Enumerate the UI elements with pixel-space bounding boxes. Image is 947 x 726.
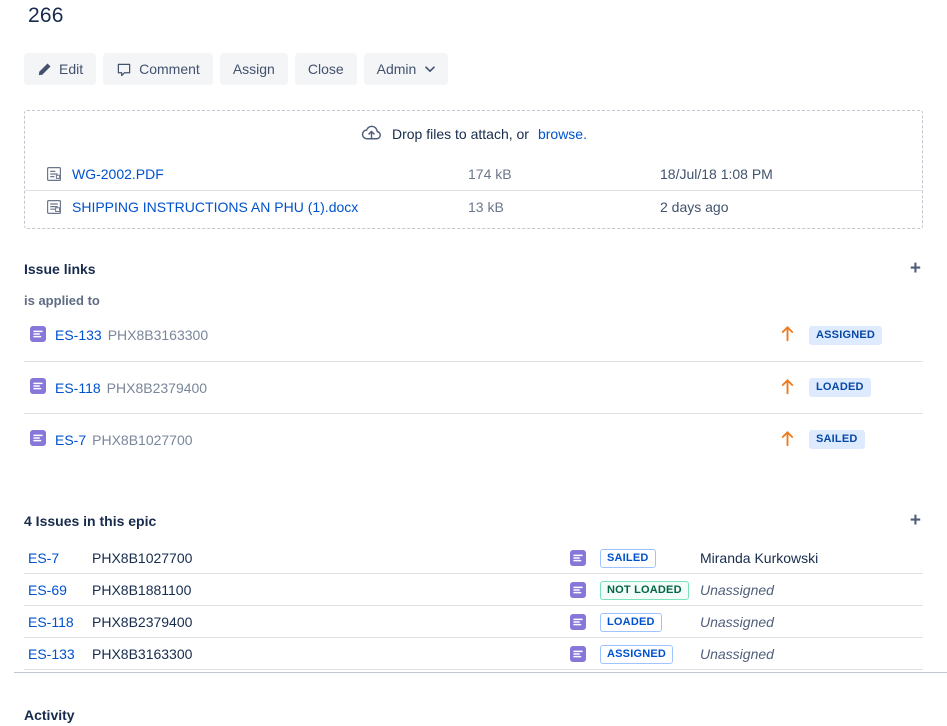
edit-button[interactable]: Edit bbox=[24, 53, 97, 85]
issue-type-cell bbox=[570, 549, 600, 566]
status-cell: LOADED bbox=[600, 612, 700, 632]
link-relation-label: is applied to bbox=[24, 293, 100, 308]
purple-task-icon bbox=[30, 430, 46, 449]
issue-summary: PHX8B2379400 bbox=[92, 613, 193, 630]
issue-links-list: ES-133 PHX8B3163300 ASSIGNED ES-118 PHX8B237… bbox=[24, 309, 923, 465]
cloud-upload-icon bbox=[360, 121, 383, 147]
pencil-icon bbox=[37, 62, 52, 77]
purple-task-icon bbox=[570, 581, 600, 598]
attachment-row: WG-2002.PDF 174 kB 18/Jul/18 1:08 PM bbox=[25, 157, 922, 190]
epic-issue-row: ES-69 PHX8B1881100 NOT LOADED Unassigned bbox=[24, 574, 923, 606]
arrow-up-icon bbox=[781, 325, 794, 345]
epic-issue-row: ES-133 PHX8B3163300 ASSIGNED Unassigned bbox=[24, 638, 923, 670]
attachment-file-date: 18/Jul/18 1:08 PM bbox=[660, 165, 773, 182]
attachment-file-size: 174 kB bbox=[468, 165, 512, 182]
issue-link-row: ES-133 PHX8B3163300 ASSIGNED bbox=[24, 309, 923, 361]
issue-summary: PHX8B1027700 bbox=[92, 431, 193, 448]
button-label: Assign bbox=[232, 61, 275, 77]
assignee: Unassigned bbox=[700, 613, 774, 630]
docx-file-icon bbox=[46, 199, 72, 215]
status-badge: SAILED bbox=[809, 430, 865, 449]
admin-button[interactable]: Admin bbox=[363, 53, 449, 85]
attachment-file-link[interactable]: SHIPPING INSTRUCTIONS AN PHU (1).docx bbox=[72, 199, 359, 215]
chevron-down-icon bbox=[425, 65, 436, 73]
issue-link-meta: ASSIGNED bbox=[781, 325, 923, 345]
issue-links-header: Issue links + bbox=[24, 259, 923, 278]
status-badge: NOT LOADED bbox=[600, 580, 689, 600]
epic-issue-row: ES-118 PHX8B2379400 LOADED Unassigned bbox=[24, 606, 923, 638]
epic-issues-header: 4 Issues in this epic + bbox=[24, 511, 923, 530]
section-divider bbox=[14, 672, 947, 673]
issue-key-link[interactable]: ES-118 bbox=[55, 379, 101, 396]
issue-summary: PHX8B1881100 bbox=[92, 581, 192, 598]
attachment-file-size: 13 kB bbox=[468, 199, 504, 215]
dropzone-text: Drop files to attach, or bbox=[392, 126, 529, 142]
attachment-row: SHIPPING INSTRUCTIONS AN PHU (1).docx 13 … bbox=[25, 190, 922, 223]
attachment-file-date: 2 days ago bbox=[660, 199, 729, 215]
issue-summary: PHX8B3163300 bbox=[92, 645, 193, 662]
status-badge: ASSIGNED bbox=[809, 325, 883, 345]
activity-title: Activity bbox=[24, 707, 75, 723]
issue-link-row: ES-7 PHX8B1027700 SAILED bbox=[24, 413, 923, 465]
issue-summary: PHX8B2379400 bbox=[106, 379, 208, 396]
comment-button[interactable]: Comment bbox=[103, 53, 213, 85]
pdf-file-icon bbox=[46, 166, 72, 182]
comment-icon bbox=[116, 62, 132, 77]
status-badge: LOADED bbox=[809, 378, 871, 397]
purple-task-icon bbox=[570, 549, 600, 566]
status-badge: SAILED bbox=[600, 548, 656, 568]
button-label: Comment bbox=[139, 61, 200, 77]
issue-type-cell bbox=[570, 581, 600, 598]
issue-key-link[interactable]: ES-133 bbox=[28, 645, 75, 662]
assignee: Unassigned bbox=[700, 645, 774, 662]
status-cell: SAILED bbox=[600, 548, 700, 568]
status-badge: ASSIGNED bbox=[600, 644, 674, 664]
assign-button[interactable]: Assign bbox=[219, 53, 288, 85]
purple-task-icon bbox=[30, 378, 46, 397]
issue-key-link[interactable]: ES-7 bbox=[55, 431, 87, 448]
button-label: Admin bbox=[376, 61, 417, 77]
arrow-up-icon bbox=[781, 378, 794, 398]
epic-issue-row: ES-7 PHX8B1027700 SAILED Miranda Kurkowski bbox=[24, 542, 923, 574]
issue-type-cell bbox=[570, 645, 600, 662]
status-cell: ASSIGNED bbox=[600, 644, 700, 664]
attachments-module: Drop files to attach, or browse. WG-2002… bbox=[24, 110, 923, 229]
issue-key-link[interactable]: ES-133 bbox=[55, 327, 102, 343]
attachment-file-link[interactable]: WG-2002.PDF bbox=[72, 165, 164, 182]
button-label: Close bbox=[307, 61, 344, 77]
add-issue-to-epic-button[interactable]: + bbox=[909, 510, 921, 531]
purple-task-icon bbox=[30, 325, 46, 345]
issue-link-meta: LOADED bbox=[781, 378, 923, 398]
issue-links-title: Issue links bbox=[24, 260, 96, 277]
issue-summary: PHX8B1027700 bbox=[92, 549, 193, 566]
issue-summary: PHX8B3163300 bbox=[107, 327, 209, 343]
close-button[interactable]: Close bbox=[294, 53, 357, 85]
issue-link-row: ES-118 PHX8B2379400 LOADED bbox=[24, 361, 923, 413]
attachment-list: WG-2002.PDF 174 kB 18/Jul/18 1:08 PM SHIPPI… bbox=[25, 157, 922, 223]
issue-link-meta: SAILED bbox=[781, 430, 923, 450]
button-label: Edit bbox=[59, 61, 84, 77]
arrow-up-icon bbox=[781, 430, 794, 450]
add-link-button[interactable]: + bbox=[909, 258, 921, 279]
issue-type-cell bbox=[570, 613, 600, 630]
assignee: Unassigned bbox=[700, 581, 774, 598]
status-badge: LOADED bbox=[600, 612, 662, 632]
issue-key-link[interactable]: ES-118 bbox=[28, 613, 74, 630]
epic-issues-table: ES-7 PHX8B1027700 SAILED Miranda Kurkowski E… bbox=[24, 542, 923, 670]
issue-key-link[interactable]: ES-7 bbox=[28, 549, 60, 566]
assignee: Miranda Kurkowski bbox=[700, 549, 819, 566]
file-dropzone[interactable]: Drop files to attach, or browse. bbox=[25, 111, 922, 157]
browse-link[interactable]: browse. bbox=[537, 126, 587, 142]
purple-task-icon bbox=[570, 613, 600, 630]
issue-toolbar: Edit Comment Assign Close Admin bbox=[24, 53, 923, 85]
status-cell: NOT LOADED bbox=[600, 580, 700, 600]
purple-task-icon bbox=[570, 645, 600, 662]
epic-issues-title: 4 Issues in this epic bbox=[24, 512, 157, 529]
page-title: 266 bbox=[28, 4, 64, 27]
issue-key-link[interactable]: ES-69 bbox=[28, 581, 67, 598]
